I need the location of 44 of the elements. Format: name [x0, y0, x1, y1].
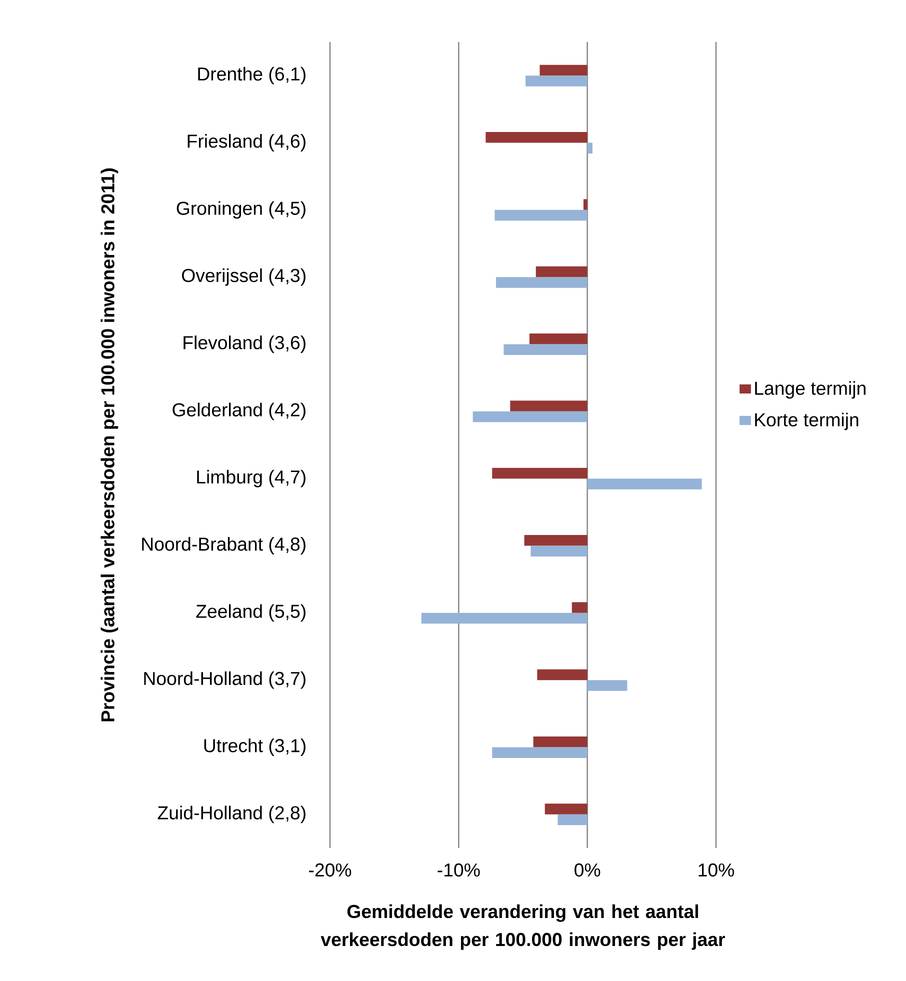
bar	[486, 132, 588, 143]
bar	[587, 478, 702, 490]
y-axis-title: Provincie (aantal verkeersdoden per 100.000 inwoners in 2011)	[100, 168, 118, 722]
bar	[529, 334, 588, 344]
x-tick-label: 10%	[698, 863, 734, 877]
bar	[472, 411, 588, 422]
bar	[496, 277, 588, 288]
y-tick-label: Gelderland (4,2)	[172, 402, 306, 420]
bar	[540, 64, 588, 76]
bar	[587, 680, 628, 691]
x-tick-label: -20%	[309, 863, 352, 877]
y-tick-label: Zeeland (5,5)	[196, 604, 306, 622]
y-tick-label: Overijssel (4,3)	[182, 268, 306, 286]
bar	[533, 736, 588, 748]
y-tick-label: Friesland (4,6)	[188, 134, 306, 152]
bar	[504, 344, 588, 355]
bar	[537, 669, 588, 680]
x-axis-title: Gemiddelde verandering van het aantal verkeersdoden per 100.000 inwoners per jaar	[320, 904, 725, 950]
legend-label: Korte termijn	[755, 412, 858, 430]
y-tick-label: Zuid-Holland (2,8)	[158, 806, 306, 824]
y-tick-label: Limburg (4,7)	[197, 470, 306, 488]
y-tick-label: Flevoland (3,6)	[184, 336, 306, 353]
bar	[583, 199, 588, 210]
bar	[526, 76, 588, 86]
y-tick-label: Utrecht (3,1)	[204, 738, 306, 756]
x-tick-label: -10%	[438, 863, 480, 877]
bar	[572, 602, 588, 613]
y-tick-label: Drenthe (6,1)	[198, 66, 306, 84]
bar	[530, 546, 588, 556]
bar	[492, 468, 588, 479]
y-tick-label: Noord-Brabant (4,8)	[142, 537, 306, 554]
y-tick-label: Noord-Holland (3,7)	[144, 671, 306, 689]
bar	[558, 814, 588, 826]
bar	[536, 266, 588, 278]
bar	[587, 142, 592, 154]
bar	[510, 400, 588, 412]
bar	[524, 535, 588, 546]
bar	[494, 210, 588, 221]
bar	[544, 804, 588, 814]
x-tick-label: 0%	[574, 863, 600, 877]
bar	[421, 612, 588, 624]
y-tick-label: Groningen (4,5)	[176, 201, 306, 219]
legend-label: Lange termijn	[755, 381, 866, 399]
bar	[492, 747, 588, 758]
